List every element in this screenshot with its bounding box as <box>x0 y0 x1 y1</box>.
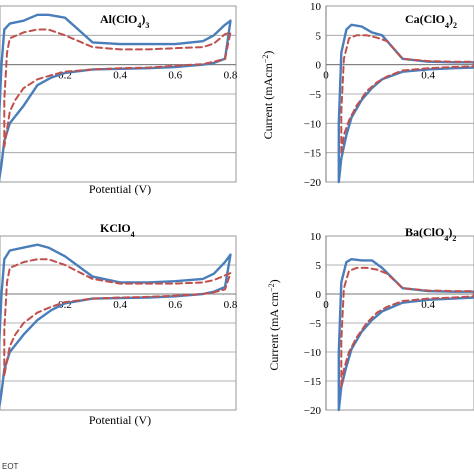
series-line-solid <box>337 258 474 412</box>
series-line-solid <box>0 243 232 411</box>
y-tick-label: −5 <box>309 89 321 101</box>
y-tick-label: 0 <box>316 60 322 72</box>
footer-text: EOT <box>2 462 19 471</box>
x-tick-label: 0.4 <box>113 70 127 82</box>
panel-title: Ba(ClO4)2 <box>405 225 456 243</box>
x-tick-label: 0.4 <box>421 299 435 311</box>
y-tick-label: 5 <box>316 260 322 272</box>
series-line-dashed <box>340 266 474 388</box>
y-tick-label: −15 <box>304 376 322 388</box>
y-tick-label: 10 <box>310 1 322 13</box>
x-tick-label: 0.4 <box>421 70 435 82</box>
y-tick-label: 0 <box>316 289 322 301</box>
panel-title: Ca(ClO4)2 <box>405 12 457 30</box>
series-line-dashed <box>340 34 474 154</box>
series-line-dashed <box>3 28 232 148</box>
series-line-dashed <box>3 258 232 377</box>
x-axis-label: Potential (V) <box>89 413 151 427</box>
y-tick-label: −20 <box>304 405 322 417</box>
y-tick-label: −5 <box>309 318 321 330</box>
y-tick-label: 5 <box>316 30 322 42</box>
y-tick-label: −10 <box>304 118 322 130</box>
panel-title: KClO4 <box>100 221 135 239</box>
series-line-solid <box>337 23 474 184</box>
x-tick-label: 0.6 <box>168 299 182 311</box>
y-tick-label: 10 <box>310 231 322 243</box>
x-tick-label: 0.8 <box>224 299 238 311</box>
panel-title: Al(ClO4)3 <box>100 12 149 30</box>
x-tick-label: 0.8 <box>224 70 238 82</box>
x-tick-label: 0 <box>323 70 329 82</box>
y-axis-label: Current (mA cm−2) <box>267 279 282 370</box>
y-axis-label: Current (mAcm−2) <box>261 51 276 140</box>
x-axis-label: Potential (V) <box>89 182 151 196</box>
series-line-solid <box>0 13 232 183</box>
x-tick-label: 0.6 <box>168 70 182 82</box>
y-tick-label: −15 <box>304 148 322 160</box>
x-tick-label: 0 <box>323 299 329 311</box>
x-tick-label: 0.4 <box>113 299 127 311</box>
y-tick-label: −20 <box>304 177 322 189</box>
y-tick-label: −10 <box>304 347 322 359</box>
